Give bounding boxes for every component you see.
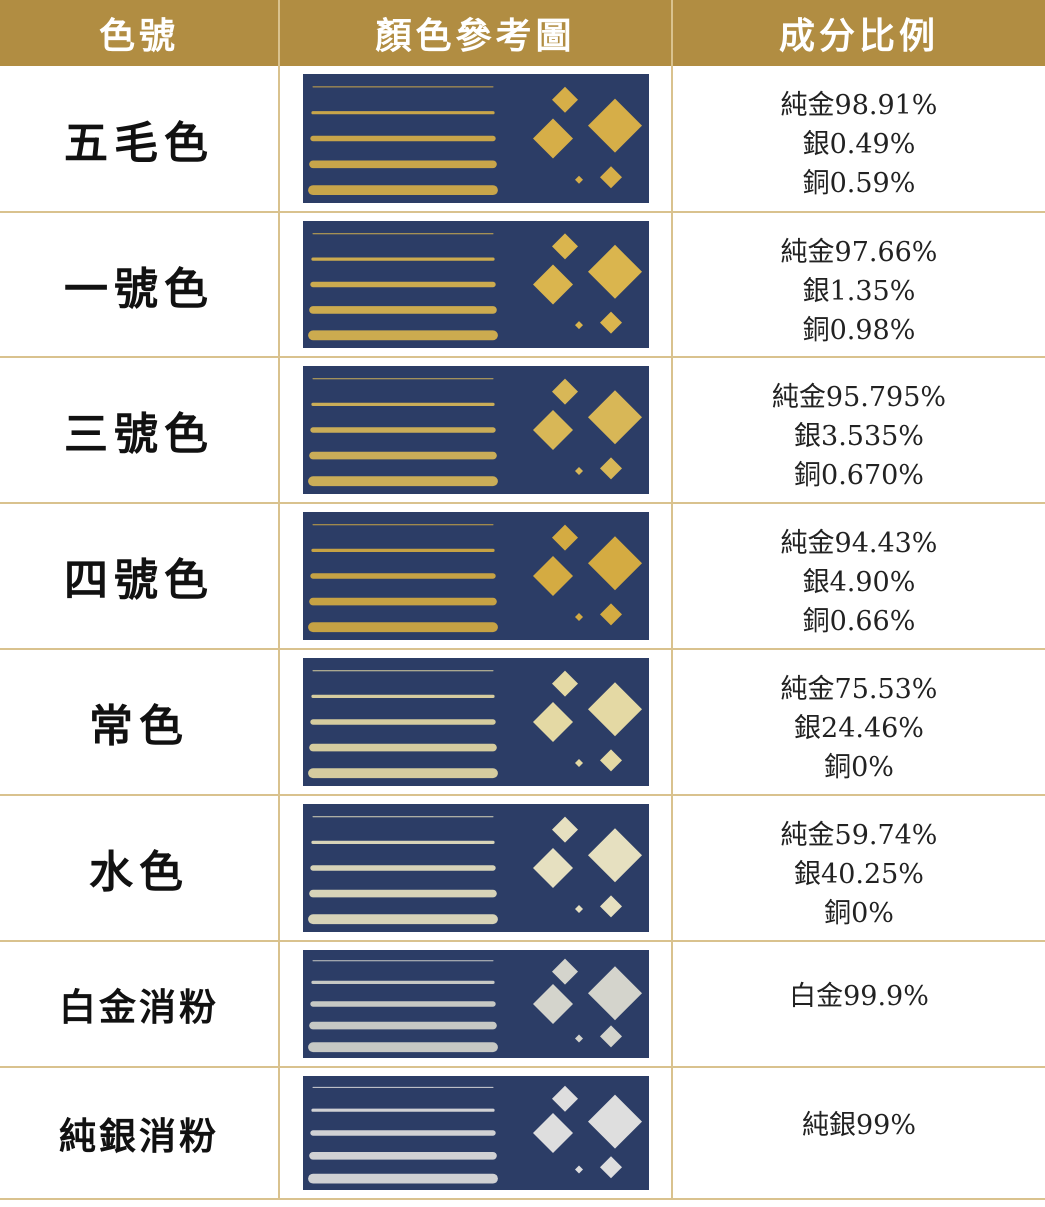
table-row: 常色 純金75.53% 銀24.46% 銅0%	[0, 650, 1045, 796]
composition: 純金98.91% 銀0.49% 銅0.59%	[673, 66, 1045, 211]
color-swatch	[302, 1076, 649, 1190]
color-swatch	[302, 74, 649, 203]
composition-line: 白金99.9%	[789, 980, 929, 1012]
composition: 純金59.74% 銀40.25% 銅0%	[673, 796, 1045, 940]
color-swatch-cell	[280, 1068, 673, 1198]
color-name: 四號色	[0, 504, 280, 648]
table-row: 四號色 純金94.43% 銀4.90% 銅0.66%	[0, 504, 1045, 650]
color-swatch	[302, 512, 649, 640]
composition-line: 純金94.43%	[780, 528, 938, 559]
composition: 純金95.795% 銀3.535% 銅0.670%	[673, 358, 1045, 502]
color-swatch-cell	[280, 358, 673, 502]
composition-line: 銀0.49%	[802, 129, 916, 160]
composition-line: 銅0.670%	[794, 460, 924, 491]
composition-line: 純金98.91%	[780, 90, 938, 121]
color-name: 三號色	[0, 358, 280, 502]
composition-line: 純金75.53%	[780, 674, 938, 705]
composition-line: 銀3.535%	[794, 421, 924, 452]
color-swatch	[302, 658, 649, 786]
color-name: 一號色	[0, 213, 280, 356]
color-swatch-cell	[280, 213, 673, 356]
color-name: 常色	[0, 650, 280, 794]
composition-line: 純金95.795%	[771, 382, 947, 413]
composition: 純金97.66% 銀1.35% 銅0.98%	[673, 213, 1045, 356]
composition-line: 銀24.46%	[794, 713, 924, 744]
header-cell: 顏色參考圖	[280, 0, 673, 66]
color-swatch	[302, 804, 649, 932]
color-name: 純銀消粉	[0, 1068, 280, 1198]
composition-line: 銅0.98%	[802, 315, 916, 346]
composition-line: 純金97.66%	[780, 237, 938, 268]
table-row: 白金消粉 白金99.9%	[0, 942, 1045, 1068]
color-swatch-cell	[280, 504, 673, 648]
color-name: 白金消粉	[0, 942, 280, 1066]
composition-line: 純金59.74%	[780, 820, 938, 851]
composition-line: 銅0%	[824, 752, 894, 783]
composition-line: 銅0%	[824, 898, 894, 929]
color-swatch	[302, 366, 649, 494]
composition-line: 銀4.90%	[802, 567, 916, 598]
table-row: 一號色 純金97.66% 銀1.35% 銅0.98%	[0, 213, 1045, 358]
composition: 純銀99%	[673, 1068, 1045, 1198]
table-row: 水色 純金59.74% 銀40.25% 銅0%	[0, 796, 1045, 942]
composition-line: 銀40.25%	[794, 859, 924, 890]
composition-line: 銀1.35%	[802, 276, 916, 307]
color-swatch	[302, 221, 649, 348]
header-cell: 色號	[0, 0, 280, 66]
header-cell: 成分比例	[673, 0, 1045, 66]
composition-line: 純銀99%	[801, 1109, 916, 1141]
color-swatch-cell	[280, 796, 673, 940]
color-name: 水色	[0, 796, 280, 940]
composition: 純金94.43% 銀4.90% 銅0.66%	[673, 504, 1045, 648]
composition-line: 銅0.59%	[802, 168, 916, 199]
table-row: 三號色 純金95.795% 銀3.535% 銅0.670%	[0, 358, 1045, 504]
color-name: 五毛色	[0, 66, 280, 211]
composition: 純金75.53% 銀24.46% 銅0%	[673, 650, 1045, 794]
color-swatch-cell	[280, 66, 673, 211]
color-swatch	[302, 950, 649, 1058]
composition: 白金99.9%	[673, 942, 1045, 1066]
table-row: 五毛色 純金98.91% 銀0.49% 銅0.59%	[0, 66, 1045, 213]
table-row: 純銀消粉 純銀99%	[0, 1068, 1045, 1200]
color-swatch-cell	[280, 942, 673, 1066]
color-swatch-cell	[280, 650, 673, 794]
composition-line: 銅0.66%	[802, 606, 916, 637]
